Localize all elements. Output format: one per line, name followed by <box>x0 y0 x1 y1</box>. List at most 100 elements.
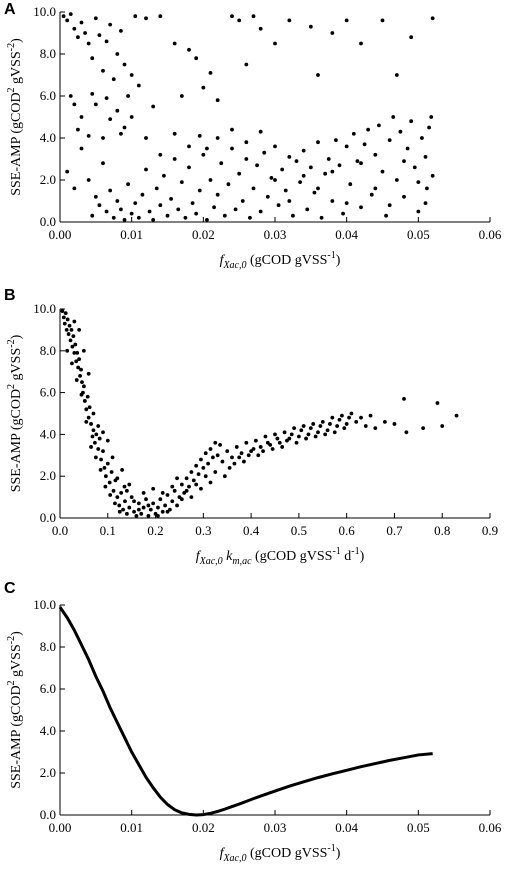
data-point <box>165 493 170 497</box>
panel-B: B 0.0 0.1 0.2 0.3 0.4 0.5 0.6 0.7 0.8 0.9 0.0 2.0 4.0… <box>4 287 498 567</box>
data-point <box>354 419 359 424</box>
data-point <box>319 215 324 220</box>
data-point <box>105 438 110 443</box>
data-point <box>342 426 347 431</box>
data-point <box>76 127 80 132</box>
data-point <box>172 41 177 46</box>
data-point <box>344 18 349 23</box>
x-tick-label: 0.04 <box>335 227 358 242</box>
data-point <box>387 203 392 208</box>
data-point <box>308 24 313 29</box>
data-point <box>141 505 146 510</box>
data-point <box>190 201 195 206</box>
data-point <box>273 41 277 46</box>
x-tick-label: 0.05 <box>407 820 430 835</box>
data-point <box>230 455 234 460</box>
y-tick-label: 2.0 <box>40 468 56 483</box>
data-point <box>208 71 213 75</box>
data-point <box>440 424 445 428</box>
data-point <box>337 163 342 168</box>
data-point <box>170 484 175 489</box>
x-tick-label: 0.2 <box>147 523 163 538</box>
data-point <box>136 83 141 88</box>
data-point <box>287 199 292 203</box>
data-point <box>169 197 173 201</box>
data-point <box>117 509 122 514</box>
data-point <box>368 413 373 418</box>
data-point <box>323 171 328 176</box>
data-point <box>77 357 82 362</box>
data-point <box>425 186 429 191</box>
y-tick-label: 10.0 <box>33 301 56 316</box>
data-point <box>347 415 351 420</box>
x-tick-label: 0.01 <box>120 227 143 242</box>
data-point <box>218 442 222 447</box>
data-point <box>323 432 328 437</box>
data-point <box>91 428 96 433</box>
data-point <box>127 482 132 487</box>
data-point <box>402 159 406 164</box>
data-point <box>305 207 310 212</box>
x-tick-label: 0.03 <box>264 227 287 242</box>
y-tick-label: 6.0 <box>40 385 56 400</box>
data-point <box>222 213 227 218</box>
data-point <box>101 161 105 166</box>
data-point <box>85 394 90 399</box>
data-point <box>73 342 78 347</box>
data-point <box>103 474 108 479</box>
data-point <box>335 424 340 428</box>
data-point <box>208 480 213 485</box>
data-point <box>86 134 91 138</box>
data-point <box>187 47 191 52</box>
data-point <box>273 432 277 437</box>
data-point <box>230 127 234 132</box>
data-point <box>435 401 440 405</box>
data-point <box>65 169 70 174</box>
data-point <box>263 434 268 439</box>
data-point <box>301 424 306 428</box>
data-point <box>205 218 209 222</box>
data-point <box>194 463 199 468</box>
data-point <box>391 115 396 119</box>
x-tick-label: 0.5 <box>291 523 307 538</box>
data-point <box>179 94 184 98</box>
data-point <box>162 173 166 178</box>
data-point <box>234 445 239 449</box>
data-point <box>187 144 191 149</box>
data-point <box>79 392 84 397</box>
data-point <box>71 334 76 339</box>
data-point <box>101 68 105 73</box>
data-point <box>215 136 220 140</box>
data-point <box>253 438 258 443</box>
data-point <box>165 509 170 514</box>
data-point <box>172 157 177 161</box>
data-point <box>258 129 263 134</box>
x-tick-label: 0.8 <box>434 523 450 538</box>
data-point <box>194 56 199 61</box>
data-point <box>294 159 299 164</box>
data-point <box>134 514 139 518</box>
y-tick-label: 2.0 <box>40 172 56 187</box>
data-point <box>105 461 110 466</box>
data-point <box>96 447 101 451</box>
data-point <box>277 440 282 445</box>
data-point <box>101 449 105 454</box>
data-point <box>72 102 77 107</box>
data-point <box>111 488 116 493</box>
data-point <box>144 497 148 502</box>
data-point <box>318 424 323 428</box>
x-tick-label: 0.04 <box>335 820 358 835</box>
data-point <box>89 445 93 449</box>
data-point <box>230 14 234 19</box>
data-point <box>256 453 261 458</box>
data-point <box>282 430 287 435</box>
data-point <box>72 319 77 324</box>
data-point <box>184 476 189 481</box>
data-point <box>179 497 184 502</box>
x-tick-label: 0.06 <box>479 820 502 835</box>
data-point <box>313 434 318 439</box>
data-point <box>311 422 316 426</box>
data-point <box>215 453 220 458</box>
data-point <box>82 399 87 403</box>
data-point <box>373 426 378 431</box>
